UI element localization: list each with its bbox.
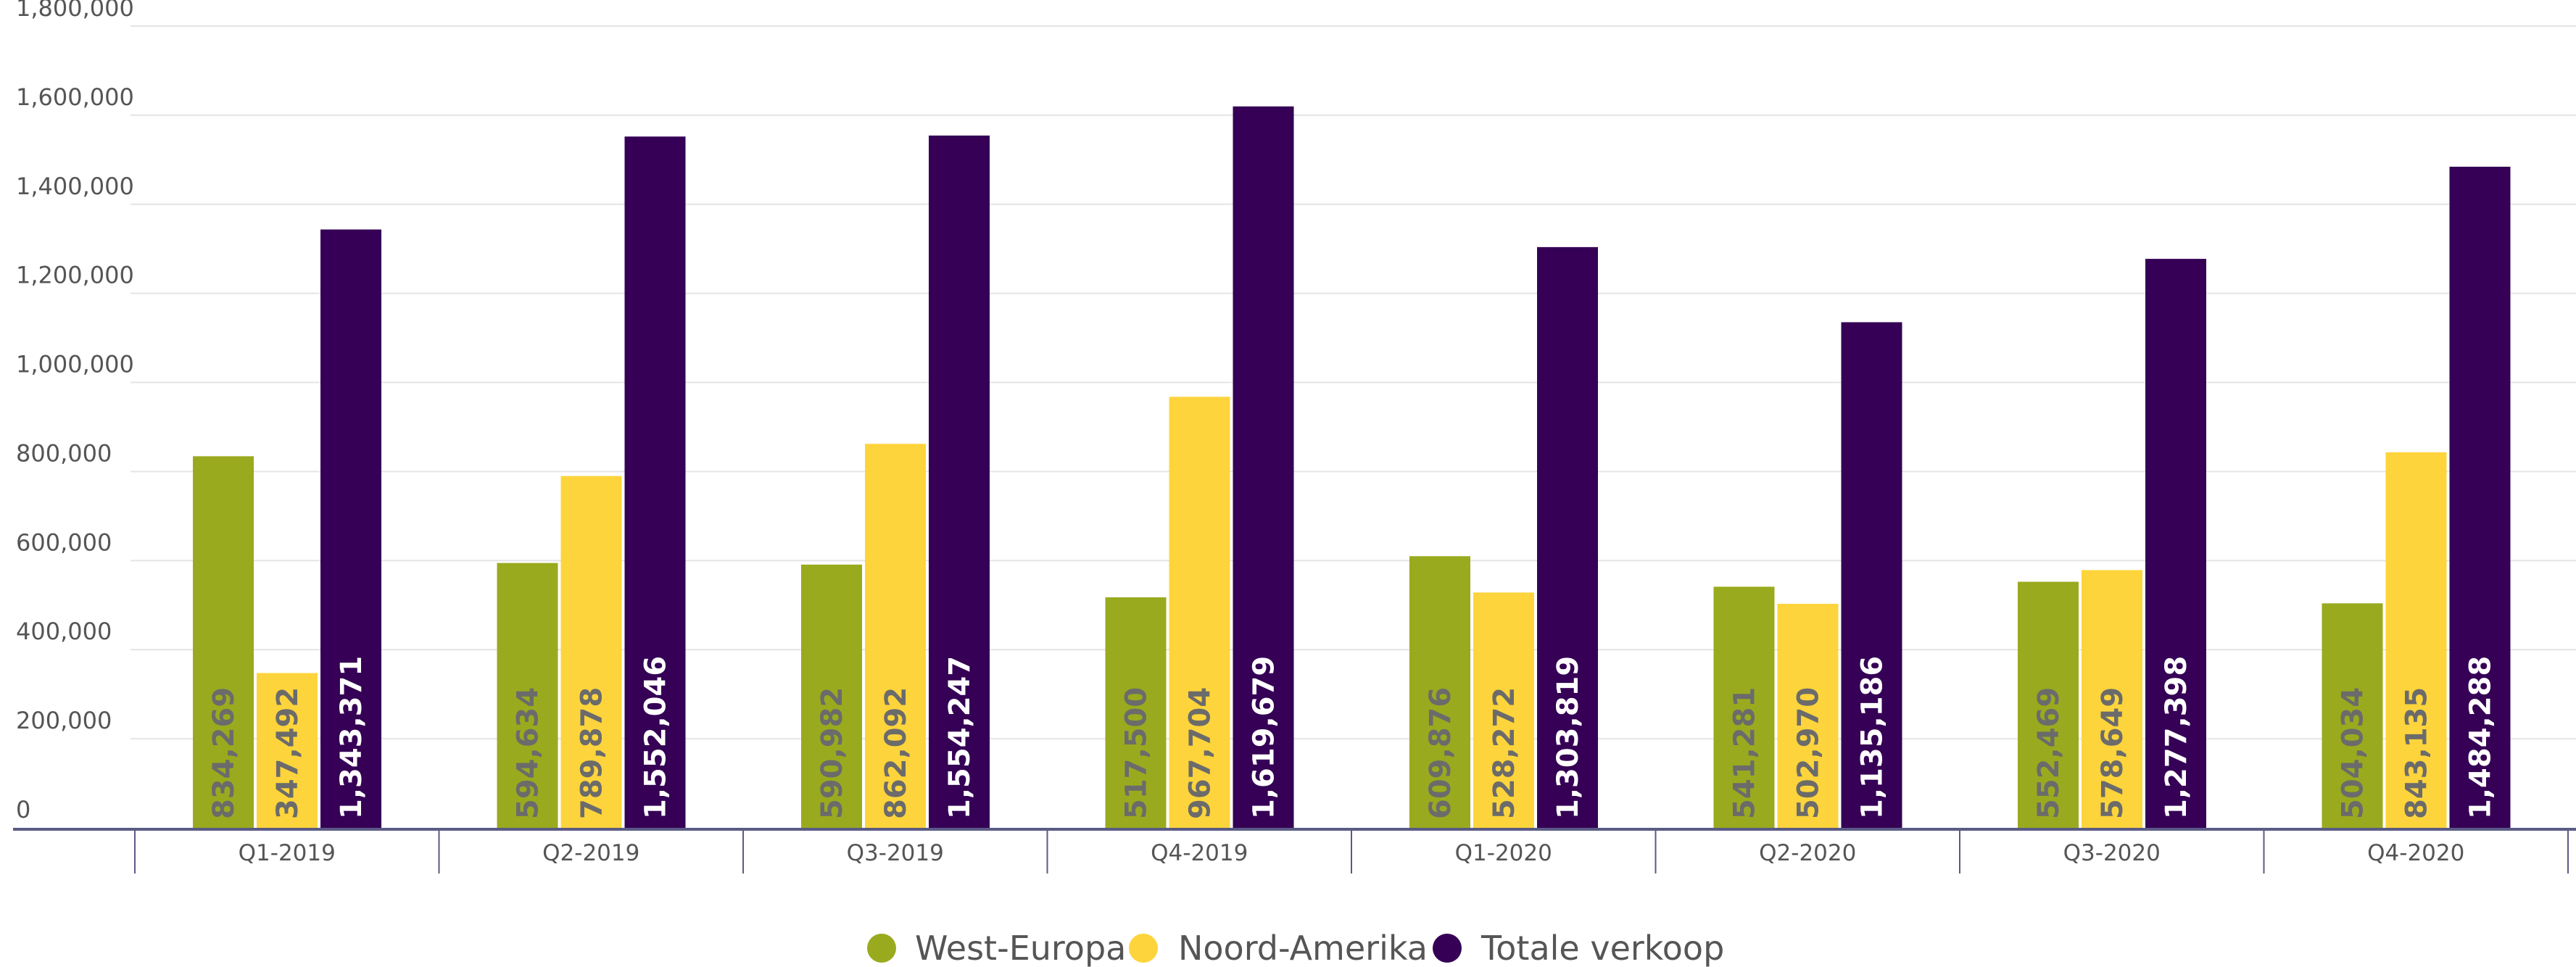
- bar: [1409, 556, 1470, 828]
- bar-value-label: 789,878: [576, 687, 609, 819]
- y-tick-label: 1,400,000: [16, 173, 134, 200]
- bar: [1233, 106, 1294, 828]
- bar-value-label: 609,876: [1424, 687, 1457, 819]
- bar: [320, 229, 381, 829]
- y-tick-label: 200,000: [16, 707, 112, 734]
- bar: [624, 136, 686, 829]
- bar-value-label: 502,970: [1792, 687, 1826, 819]
- x-tick-label: Q3-2020: [2063, 840, 2161, 866]
- bar-value-label: 594,634: [512, 687, 545, 819]
- x-tick-label: Q1-2020: [1455, 840, 1552, 866]
- bar-value-label: 541,281: [1728, 687, 1762, 819]
- bar: [1841, 322, 1902, 828]
- y-tick-label: 1,200,000: [16, 262, 134, 289]
- bar: [2145, 259, 2206, 829]
- legend-label: Totale verkoop: [1480, 929, 1724, 967]
- x-tick-label: Q3-2019: [847, 840, 944, 866]
- bar: [2449, 166, 2511, 828]
- y-tick-label: 0: [16, 796, 30, 823]
- x-tick-label: Q1-2019: [239, 840, 336, 866]
- bar-value-label: 1,619,679: [1248, 656, 1281, 819]
- y-tick-label: 800,000: [16, 439, 112, 467]
- bar: [1169, 397, 1230, 828]
- bar: [1777, 603, 1839, 828]
- bar-value-label: 862,092: [879, 687, 913, 819]
- legend-swatch: [1433, 934, 1462, 963]
- y-tick-label: 400,000: [16, 618, 112, 645]
- bar-value-label: 1,554,247: [943, 656, 977, 819]
- bar-value-label: 1,343,371: [335, 656, 368, 819]
- legend: West-Europa Noord-Amerika Totale verkoop: [867, 929, 1724, 967]
- bar-value-label: 552,469: [2032, 687, 2066, 819]
- x-tick-label: Q2-2020: [1759, 840, 1856, 866]
- bar: [497, 563, 558, 828]
- bar: [2082, 570, 2142, 828]
- bar: [257, 673, 318, 828]
- y-tick-label: 1,800,000: [16, 0, 134, 22]
- y-tick-label: 1,000,000: [16, 351, 134, 378]
- bar-value-label: 590,982: [816, 687, 849, 819]
- bar: [1713, 586, 1775, 828]
- bar-value-label: 1,277,398: [2160, 656, 2193, 819]
- bar-value-label: 1,135,186: [1856, 656, 1889, 819]
- x-tick-label: Q2-2019: [542, 840, 639, 866]
- bar-value-label: 967,704: [1184, 687, 1217, 819]
- x-axis: Q1-2019 Q2-2019 Q3-2019 Q4-2019 Q1-2020 Q2-20…: [13, 828, 2576, 873]
- bar: [2322, 603, 2383, 828]
- bar-value-label: 834,269: [207, 687, 241, 819]
- x-tick-label: Q4-2019: [1151, 840, 1248, 866]
- bars: [193, 106, 2511, 829]
- bar: [865, 444, 926, 828]
- data-labels: 834,269 347,492 1,343,371 594,634 789,878 1,5…: [207, 656, 2498, 819]
- bar: [1473, 592, 1534, 828]
- y-tick-label: 1,600,000: [16, 83, 134, 111]
- bar-value-label: 1,484,288: [2464, 656, 2498, 819]
- bar-value-label: 843,135: [2401, 687, 2434, 819]
- bar: [929, 136, 990, 828]
- bar: [2385, 452, 2447, 828]
- bar-value-label: 578,649: [2096, 687, 2129, 819]
- bar: [801, 564, 862, 828]
- bar: [1537, 246, 1598, 828]
- bar: [560, 476, 622, 828]
- y-axis: 0 200,000 400,000 600,000 800,000 1,000,000 1,…: [16, 0, 134, 823]
- bar: [1105, 597, 1167, 828]
- x-tick-label: Q4-2020: [2367, 840, 2464, 866]
- legend-swatch: [867, 934, 896, 963]
- bar-value-label: 517,500: [1120, 687, 1154, 819]
- y-tick-label: 600,000: [16, 528, 112, 556]
- legend-label: Noord-Amerika: [1178, 929, 1428, 967]
- legend-label: West-Europa: [915, 929, 1126, 967]
- bar-value-label: 528,272: [1488, 687, 1521, 819]
- bar-value-label: 1,552,046: [639, 656, 673, 819]
- bar-value-label: 347,492: [271, 687, 305, 819]
- bar: [2018, 581, 2079, 828]
- bar: [193, 456, 254, 828]
- bar-value-label: 504,034: [2337, 687, 2370, 819]
- bar-value-label: 1,303,819: [1552, 656, 1585, 819]
- legend-swatch: [1129, 934, 1158, 963]
